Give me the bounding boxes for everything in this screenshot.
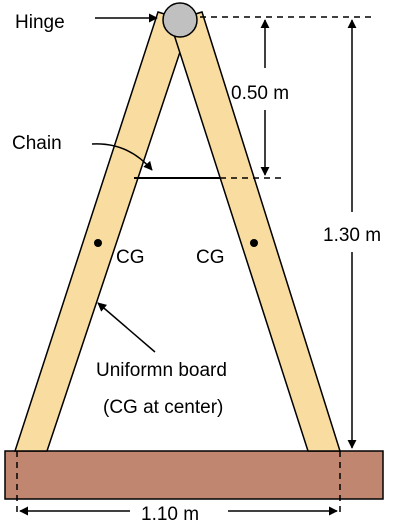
cg-right-label: CG xyxy=(196,247,225,268)
right-board xyxy=(169,11,342,452)
hinge-label: Hinge xyxy=(15,12,65,33)
base-width-label: 1.10 m xyxy=(141,504,199,524)
chain-depth-label: 0.50 m xyxy=(231,83,289,104)
cg-left-label: CG xyxy=(116,247,145,268)
cg-dot-left xyxy=(94,239,102,247)
cg-dot-right xyxy=(250,239,258,247)
floor xyxy=(4,450,384,500)
board-arrow xyxy=(97,302,156,353)
board-label-line1: Uniformn board xyxy=(96,360,227,381)
height-label: 1.30 m xyxy=(323,225,381,246)
chain-arrow xyxy=(91,143,153,171)
chain-label: Chain xyxy=(12,133,62,154)
hinge-pin xyxy=(162,2,198,38)
board-label-line2: (CG at center) xyxy=(103,397,223,418)
left-board xyxy=(13,11,191,452)
